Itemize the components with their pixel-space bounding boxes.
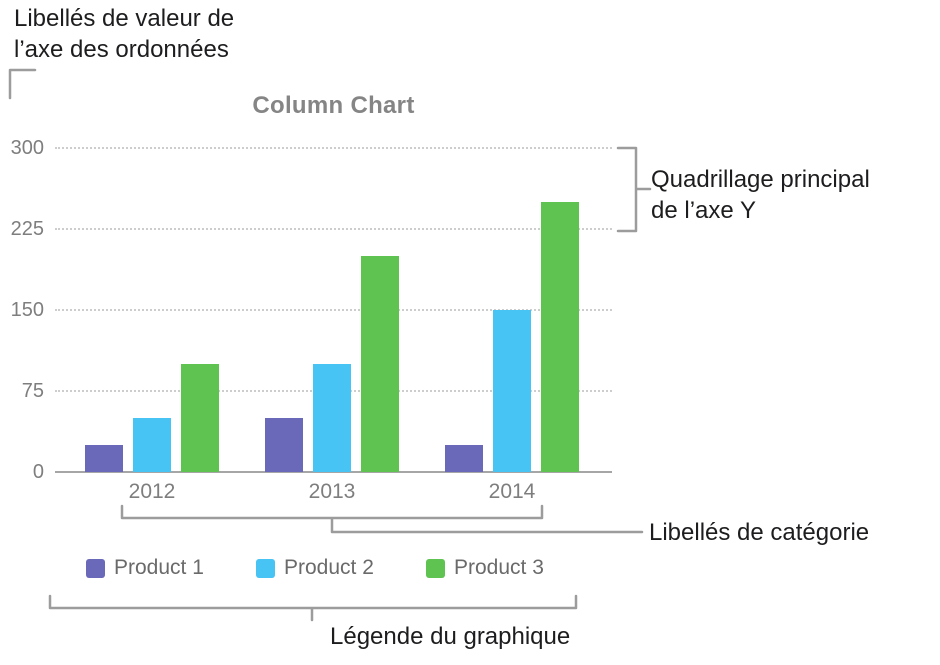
- y-axis-tick-label: 150: [10, 299, 44, 321]
- bar-product-2-2014: [493, 310, 531, 472]
- x-axis-baseline: [55, 471, 612, 473]
- legend-label: Product 2: [284, 556, 374, 579]
- y-axis-tick-label: 225: [10, 218, 44, 240]
- y-axis-tick-label: 0: [32, 461, 44, 483]
- legend-label: Product 3: [454, 556, 544, 579]
- callout-line: Libellés de catégorie: [649, 519, 870, 546]
- category-label-2013: 2013: [308, 480, 356, 503]
- category-label-2012: 2012: [128, 480, 176, 503]
- y-axis-tick-label: 300: [10, 137, 44, 159]
- bar-product-3-2013: [361, 256, 399, 472]
- y-gridline-300: [55, 147, 612, 149]
- legend-item-product-3: Product 3: [426, 556, 544, 580]
- y-axis-tick-label: 75: [21, 380, 44, 402]
- callout-line: l’axe des ordonnées: [14, 36, 229, 63]
- bracket-y-value-labels-icon: [8, 68, 37, 100]
- category-label-2014: 2014: [488, 480, 536, 503]
- bracket-legend-icon: [48, 594, 578, 622]
- legend-label: Product 1: [114, 556, 204, 579]
- callout-line: Libellés de valeur de: [14, 5, 235, 32]
- callout-y-gridlines: Quadrillage principal de l’axe Y: [651, 164, 870, 226]
- callout-legend: Légende du graphique: [330, 621, 570, 652]
- callout-line: Légende du graphique: [330, 623, 571, 650]
- y-axis-labels: 300 225 150 75 0: [0, 137, 44, 483]
- legend-item-product-1: Product 1: [86, 556, 204, 580]
- y-gridline-150: [55, 309, 612, 311]
- bar-product-1-2014: [445, 445, 483, 472]
- legend-swatch: [86, 558, 105, 578]
- bar-product-1-2012: [85, 445, 123, 472]
- bracket-category-labels-icon: [120, 504, 644, 534]
- bracket-y-gridlines-icon: [616, 146, 652, 233]
- bar-product-1-2013: [265, 418, 303, 472]
- callout-line: Quadrillage principal: [651, 166, 870, 193]
- bar-product-2-2012: [133, 418, 171, 472]
- callout-category-labels: Libellés de catégorie: [649, 517, 869, 548]
- bar-product-3-2014: [541, 202, 579, 472]
- legend-item-product-2: Product 2: [256, 556, 374, 580]
- callout-y-value-labels: Libellés de valeur de l’axe des ordonnée…: [14, 3, 234, 65]
- legend-swatch: [256, 558, 275, 578]
- legend-swatch: [426, 558, 445, 578]
- y-gridline-225: [55, 228, 612, 230]
- callout-line: de l’axe Y: [651, 197, 756, 224]
- bar-product-3-2012: [181, 364, 219, 472]
- chart-title: Column Chart: [252, 92, 415, 119]
- bar-product-2-2013: [313, 364, 351, 472]
- chart-plot-area: 2012 2013 2014: [55, 147, 612, 503]
